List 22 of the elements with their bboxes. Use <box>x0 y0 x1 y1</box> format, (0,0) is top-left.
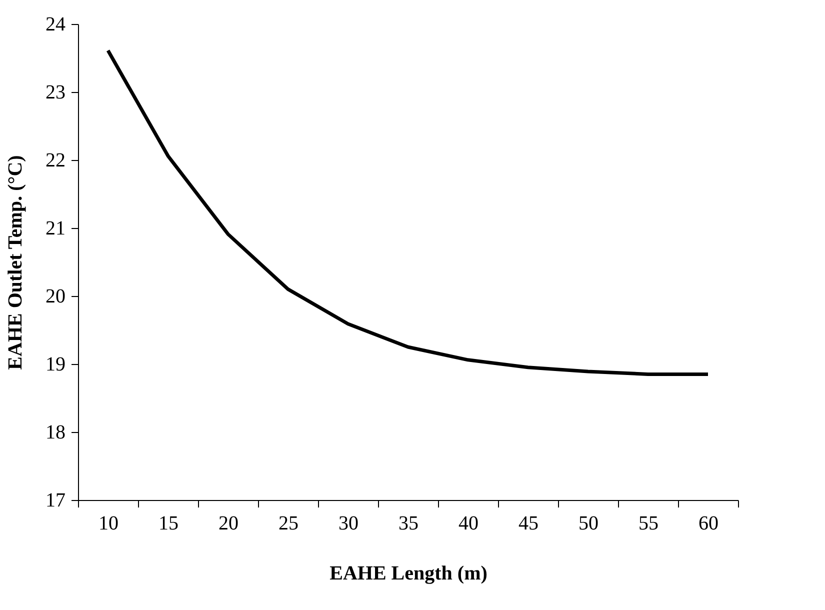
y-tick-label: 23 <box>46 82 66 104</box>
x-tick-label: 50 <box>578 512 598 534</box>
x-tick-label: 10 <box>98 512 118 534</box>
x-tick-label: 60 <box>698 512 718 534</box>
y-tick-label: 24 <box>46 14 66 36</box>
x-tick-label: 15 <box>158 512 178 534</box>
x-axis-title: EAHE Length (m) <box>330 562 488 584</box>
y-tick-label: 20 <box>46 286 66 308</box>
line-series <box>106 48 710 376</box>
x-tick-label: 55 <box>638 512 658 534</box>
x-tick-label: 20 <box>218 512 238 534</box>
x-tick-label: 30 <box>338 512 358 534</box>
x-tick-label: 40 <box>458 512 478 534</box>
x-tick-label: 45 <box>518 512 538 534</box>
x-tick-label: 35 <box>398 512 418 534</box>
y-tick-label: 22 <box>46 150 66 172</box>
y-tick-label: 19 <box>46 354 66 376</box>
x-tick-label: 25 <box>278 512 298 534</box>
y-tick-label: 21 <box>46 218 66 240</box>
y-tick-label: 17 <box>46 490 66 512</box>
y-tick-label: 18 <box>46 422 66 444</box>
y-axis-title: EAHE Outlet Temp. (°C) <box>4 155 26 370</box>
